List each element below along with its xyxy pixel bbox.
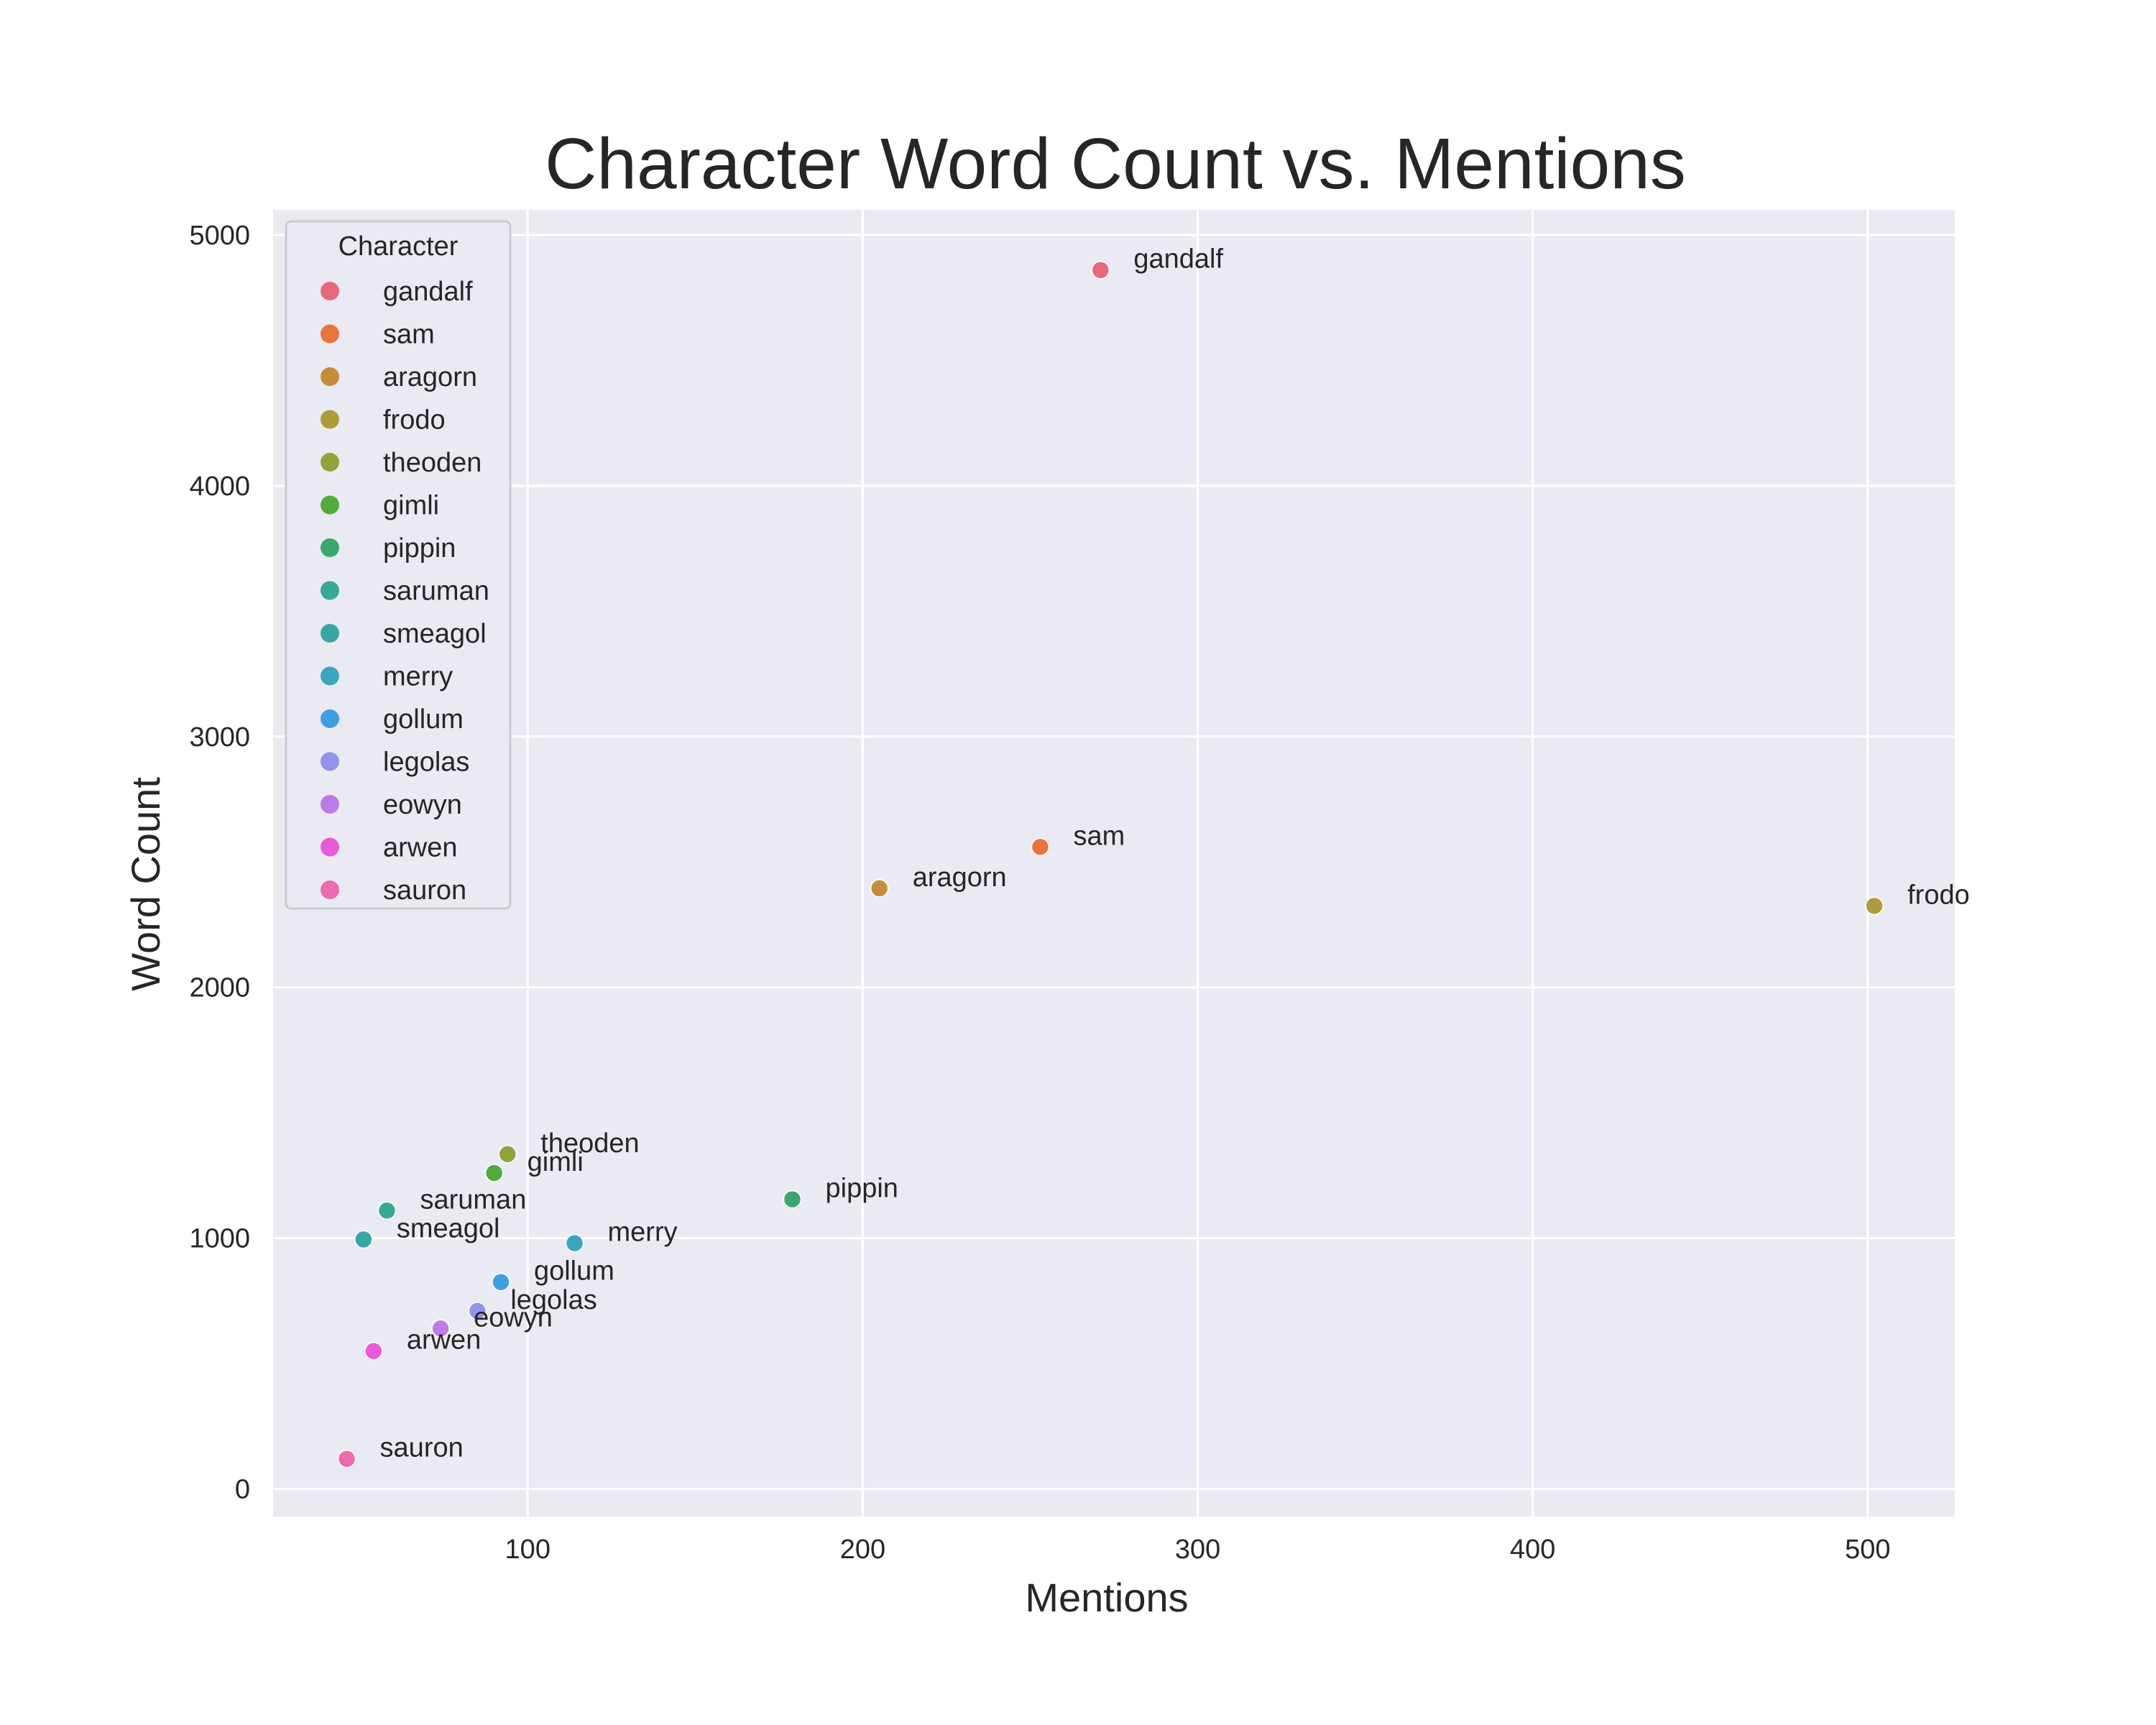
legend-frame: [285, 220, 512, 910]
data-point-aragorn: [870, 879, 889, 898]
y-tick-label: 0: [235, 1475, 250, 1505]
legend-label-arwen: arwen: [383, 833, 458, 863]
legend: Character gandalf sam aragorn frodo theoden g…: [285, 220, 512, 910]
legend-label-sam: sam: [383, 320, 435, 350]
data-point-smeagol: [354, 1230, 373, 1249]
point-label-sam: sam: [1073, 821, 1125, 851]
point-label-gimli: gimli: [528, 1147, 584, 1177]
point-label-saruman: saruman: [420, 1184, 526, 1215]
data-point-gandalf: [1091, 260, 1110, 280]
data-point-gimli: [484, 1164, 504, 1182]
chart-title: Character Word Count vs. Mentions: [545, 124, 1686, 204]
legend-label-gandalf: gandalf: [383, 277, 473, 307]
point-label-aragorn: aragorn: [913, 862, 1007, 893]
point-label-pippin: pippin: [826, 1174, 898, 1204]
legend-label-smeagol: smeagol: [383, 619, 487, 649]
point-label-gandalf: gandalf: [1133, 244, 1223, 275]
legend-marker-gollum: [321, 709, 339, 728]
x-tick-label: 500: [1845, 1535, 1890, 1565]
data-point-theoden: [498, 1145, 517, 1164]
y-tick-label: 4000: [189, 472, 250, 502]
data-point-eowyn: [431, 1319, 450, 1338]
data-point-gollum: [492, 1272, 510, 1292]
legend-label-eowyn: eowyn: [383, 790, 462, 820]
x-tick-label: 300: [1175, 1535, 1220, 1565]
legend-marker-saruman: [321, 581, 339, 600]
y-tick-label: 5000: [189, 221, 250, 251]
data-point-merry: [565, 1233, 584, 1253]
data-point-saruman: [377, 1201, 397, 1220]
point-label-gollum: gollum: [534, 1256, 614, 1287]
data-point-frodo: [1865, 896, 1884, 916]
x-tick-label: 400: [1510, 1535, 1555, 1565]
point-label-merry: merry: [608, 1218, 678, 1248]
legend-label-pippin: pippin: [383, 533, 456, 564]
legend-marker-arwen: [321, 837, 339, 857]
data-point-sam: [1031, 837, 1050, 857]
point-label-frodo: frodo: [1907, 880, 1970, 910]
legend-label-merry: merry: [383, 662, 453, 692]
legend-marker-sam: [321, 324, 339, 344]
legend-marker-gandalf: [321, 282, 339, 300]
y-tick-label: 2000: [189, 973, 250, 1003]
y-tick-label: 3000: [189, 722, 250, 753]
y-axis-label: Word Count: [123, 777, 168, 991]
x-tick-label: 100: [505, 1535, 550, 1565]
legend-marker-legolas: [321, 752, 339, 771]
data-point-sauron: [337, 1449, 356, 1468]
legend-marker-frodo: [321, 410, 339, 429]
point-label-eowyn: eowyn: [474, 1302, 553, 1333]
data-point-arwen: [364, 1341, 383, 1361]
legend-marker-sauron: [321, 880, 339, 899]
legend-label-frodo: frodo: [383, 405, 446, 436]
legend-label-sauron: sauron: [383, 875, 466, 906]
legend-label-saruman: saruman: [383, 576, 489, 607]
legend-label-aragorn: aragorn: [383, 362, 477, 392]
legend-label-gollum: gollum: [383, 704, 464, 735]
legend-marker-merry: [321, 666, 339, 686]
plot-background: [273, 210, 1955, 1517]
point-label-arwen: arwen: [407, 1325, 482, 1356]
legend-marker-theoden: [321, 453, 339, 472]
y-tick-label: 1000: [189, 1224, 250, 1254]
legend-marker-pippin: [321, 538, 339, 557]
legend-label-theoden: theoden: [383, 448, 482, 478]
point-label-theoden: theoden: [540, 1128, 639, 1159]
legend-marker-smeagol: [321, 624, 339, 643]
legend-marker-aragorn: [321, 367, 339, 386]
point-label-legolas: legolas: [510, 1285, 596, 1315]
data-point-legolas: [468, 1302, 487, 1320]
points: [337, 260, 1884, 1468]
x-tick-label: 200: [840, 1535, 885, 1565]
data-point-pippin: [783, 1190, 802, 1209]
point-label-smeagol: smeagol: [397, 1213, 500, 1243]
point-labels: gandalfsamaragornfrodotheodengimlipippin…: [380, 244, 1970, 1463]
legend-label-gimli: gimli: [383, 491, 439, 521]
legend-label-legolas: legolas: [383, 748, 469, 778]
grid: [273, 210, 1955, 1517]
point-label-sauron: sauron: [380, 1433, 464, 1463]
legend-title: Character: [338, 231, 459, 262]
legend-marker-gimli: [321, 495, 339, 515]
legend-marker-eowyn: [321, 795, 339, 814]
x-axis-label: Mentions: [1025, 1575, 1188, 1620]
